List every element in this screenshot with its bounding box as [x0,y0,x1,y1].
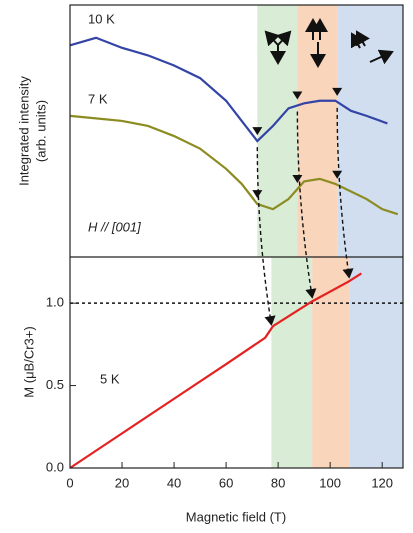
x-tick-label: 60 [219,475,233,490]
region [271,257,313,468]
region [312,257,350,468]
x-tick-label: 40 [167,475,181,490]
data-line [69,36,388,143]
frame [69,4,404,469]
transition-arrow [256,147,276,326]
transition-marker [252,190,263,199]
y-tick-label: 0.0 [46,459,64,474]
x-tick-label: 120 [371,475,393,490]
x-tick-label: 100 [319,475,341,490]
transition-marker [332,170,343,179]
transition-marker [292,175,303,184]
region [337,5,403,257]
x-label: Magnetic field (T) [186,509,286,524]
x-tick-label: 20 [115,475,129,490]
x-tick-label: 0 [66,475,73,490]
y-label: Integrated intensity [16,76,31,186]
transition-marker [332,87,343,96]
transition-marker [292,91,303,100]
transition-arrow [296,111,317,299]
y-label: M (μB/Cr3+) [21,326,36,397]
data-line [69,272,362,469]
spin-icons [264,18,394,68]
y-tick-label: 0.5 [46,377,64,392]
region [257,5,298,257]
series-label: 7 K [88,91,108,106]
series-label: 5 K [100,371,120,386]
data-line [69,114,399,216]
y-tick-label: 1.0 [46,295,64,310]
transition-marker [252,127,263,136]
y-label: (arb. units) [33,100,48,162]
region [349,257,403,468]
x-tick-label: 80 [271,475,285,490]
annotation: H // [001] [88,219,141,234]
series-label: 10 K [88,11,115,26]
